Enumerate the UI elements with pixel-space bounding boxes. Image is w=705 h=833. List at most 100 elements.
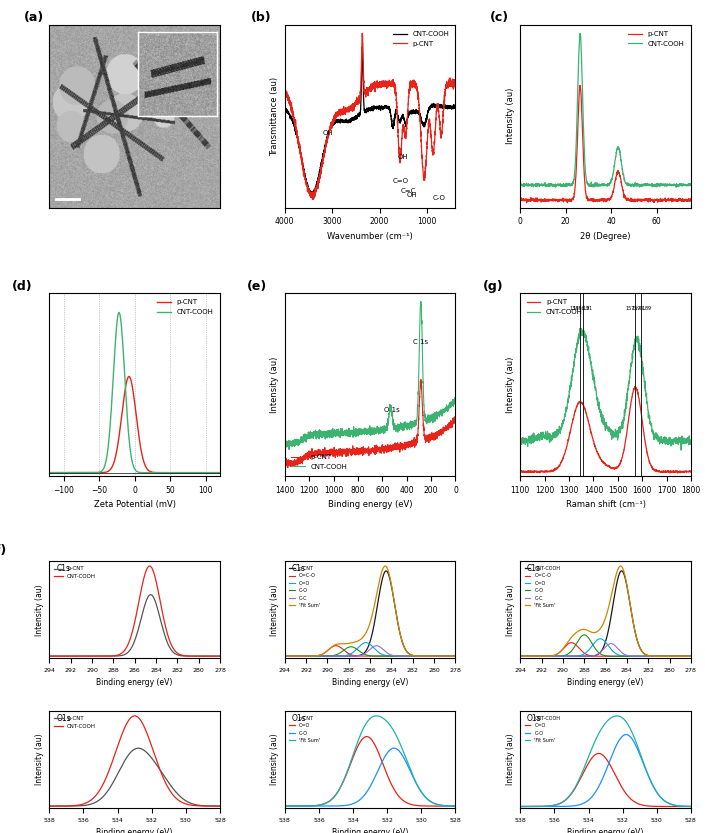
p-CNT <box>421 651 429 661</box>
p-CNT <box>673 468 682 478</box>
C=O <box>362 637 370 647</box>
CNT-COOH <box>286 440 294 450</box>
Line: C-O: C-O <box>520 735 691 806</box>
Legend: p-CNT, O=C-O, C=O, C-O, C-C, 'Fit Sum': p-CNT, O=C-O, C=O, C-O, C-C, 'Fit Sum' <box>287 564 322 610</box>
Text: OH: OH <box>323 130 333 136</box>
CNT-COOH <box>368 427 376 437</box>
CNT-COOH <box>373 426 381 436</box>
Y-axis label: Intensity (au): Intensity (au) <box>505 584 515 636</box>
C-O <box>451 651 460 661</box>
Text: (g): (g) <box>483 280 503 292</box>
O=C-O <box>599 651 607 661</box>
O=C-O <box>362 651 370 661</box>
C-C <box>598 646 606 656</box>
C=O <box>404 799 412 809</box>
C=O <box>348 754 357 764</box>
p-CNT <box>443 424 451 434</box>
C=O <box>388 781 397 791</box>
C-O <box>584 796 592 806</box>
C=O <box>624 791 632 801</box>
Line: C-C: C-C <box>520 644 691 656</box>
C-O <box>683 651 692 661</box>
p-CNT <box>534 196 542 206</box>
'Fit Sum' <box>584 753 592 763</box>
'Fit Sum' <box>616 561 625 571</box>
Text: OH: OH <box>406 192 417 197</box>
CNT-COOH <box>216 651 224 661</box>
p-CNT <box>212 651 221 661</box>
Line: C=O: C=O <box>285 642 455 656</box>
'Fit Sum' <box>388 724 397 734</box>
p-CNT <box>126 645 135 655</box>
Text: (b): (b) <box>251 12 271 24</box>
C-C <box>373 641 381 651</box>
p-CNT <box>373 602 381 612</box>
C=O <box>281 651 289 661</box>
p-CNT <box>147 590 156 600</box>
p-CNT <box>175 467 183 477</box>
C=O <box>301 801 309 811</box>
p-CNT <box>534 466 542 476</box>
'Fit Sum' <box>640 761 649 771</box>
X-axis label: Wavenumber (cm⁻¹): Wavenumber (cm⁻¹) <box>327 232 413 241</box>
CNT-COOH <box>145 561 154 571</box>
CNT-COOH <box>115 307 123 317</box>
CNT-COOH <box>656 651 665 661</box>
CNT-COOH <box>281 440 289 450</box>
p-CNT <box>368 443 376 453</box>
CNT-COOH <box>317 428 325 438</box>
C-O <box>363 651 372 661</box>
p-CNT <box>168 783 177 793</box>
Legend: p-CNT, C=O, C-O, 'Fit Sum': p-CNT, C=O, C-O, 'Fit Sum' <box>287 714 322 745</box>
C=O <box>383 651 391 661</box>
p-CNT <box>281 83 289 93</box>
p-CNT <box>585 421 594 431</box>
Y-axis label: Transmittance (au): Transmittance (au) <box>270 77 279 156</box>
C-O <box>421 651 429 661</box>
CNT-COOH <box>585 353 594 363</box>
C-C <box>383 647 391 657</box>
'Fit Sum' <box>656 651 665 661</box>
CNT-COOH <box>126 633 135 643</box>
p-CNT <box>101 790 109 800</box>
p-CNT <box>649 196 658 206</box>
CNT-COOH <box>591 382 600 392</box>
Text: 1344.19: 1344.19 <box>570 306 590 311</box>
Text: 1595.89: 1595.89 <box>631 306 651 311</box>
X-axis label: Zeta Potential (mV): Zeta Potential (mV) <box>94 500 176 509</box>
CNT-COOH <box>145 467 153 477</box>
C-O <box>618 651 627 661</box>
Legend: CNT-COOH, C=O, C-O, 'Fit Sum': CNT-COOH, C=O, C-O, 'Fit Sum' <box>522 714 563 745</box>
C-O <box>336 801 345 811</box>
p-CNT <box>652 465 661 475</box>
CNT-COOH <box>317 161 325 171</box>
Y-axis label: Intensity (au): Intensity (au) <box>505 734 515 786</box>
C-O <box>404 762 412 772</box>
'Fit Sum' <box>624 720 632 730</box>
p-CNT <box>388 801 396 811</box>
p-CNT <box>286 97 294 107</box>
CNT-COOH <box>101 776 109 786</box>
p-CNT <box>649 463 658 473</box>
p-CNT <box>634 195 642 205</box>
O=C-O <box>687 651 695 661</box>
CNT-COOH <box>534 432 542 442</box>
p-CNT <box>283 462 292 472</box>
Text: C1s: C1s <box>527 564 541 573</box>
Y-axis label: Intensity (au): Intensity (au) <box>505 357 515 412</box>
O=C-O <box>451 651 460 661</box>
p-CNT <box>192 467 201 477</box>
p-CNT <box>137 611 146 621</box>
Text: 1571.71: 1571.71 <box>625 306 645 311</box>
Text: O1s: O1s <box>292 714 306 723</box>
p-CNT <box>404 801 412 811</box>
p-CNT <box>45 467 54 477</box>
CNT-COOH <box>687 651 695 661</box>
Line: CNT-COOH: CNT-COOH <box>520 33 691 187</box>
'Fit Sum' <box>451 651 460 661</box>
O=C-O <box>383 651 391 661</box>
C-O <box>599 650 607 660</box>
CNT-COOH <box>618 566 627 576</box>
C=O <box>683 651 692 661</box>
C=O <box>448 651 456 661</box>
